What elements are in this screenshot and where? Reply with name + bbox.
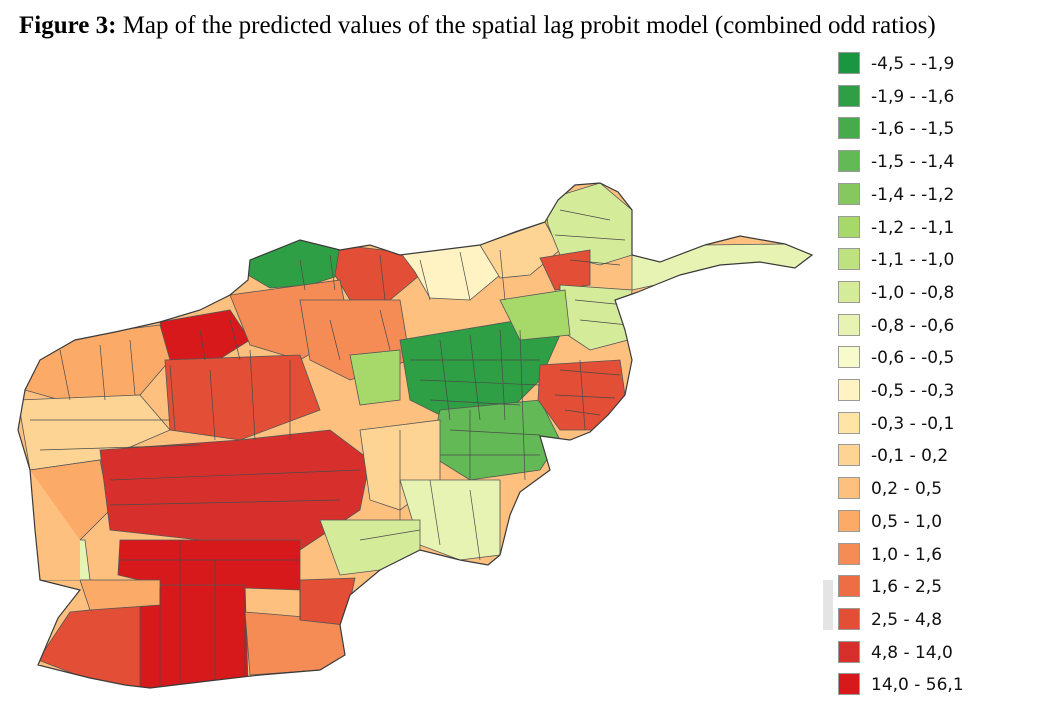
legend-label: 1,0 - 1,6 (871, 545, 943, 565)
country-fill-group (18, 183, 812, 688)
legend-label: -1,4 - -1,2 (871, 185, 955, 205)
legend-label: -0,6 - -0,5 (871, 348, 955, 368)
legend-swatch (838, 117, 860, 139)
figure-caption: Map of the predicted values of the spati… (116, 12, 936, 39)
legend-swatch (838, 346, 860, 368)
district-boundaries (30, 209, 629, 688)
region-south-central-red (99, 429, 371, 551)
legend-swatch (838, 248, 860, 270)
legend-item: -0,5 - -0,3 (838, 379, 1048, 403)
legend-item: -1,9 - -1,6 (838, 85, 1048, 109)
legend-label: 14,0 - 56,1 (871, 675, 964, 695)
legend-item: -4,5 - -1,9 (838, 52, 1048, 76)
legend-swatch (838, 543, 860, 565)
legend-swatch (838, 641, 860, 663)
region-kandahar-east (299, 577, 356, 626)
legend-swatch (838, 52, 860, 74)
legend-label: -1,2 - -1,1 (871, 218, 955, 238)
legend-item: -0,6 - -0,5 (838, 346, 1048, 370)
legend-item: 0,5 - 1,0 (838, 510, 1048, 534)
region-east-green-light (499, 289, 571, 341)
legend-item: -1,4 - -1,2 (838, 183, 1048, 207)
region-central-west (164, 354, 321, 441)
legend-label: 1,6 - 2,5 (871, 577, 943, 597)
legend-item: -1,6 - -1,5 (838, 117, 1048, 141)
region-northeast-green (544, 183, 633, 266)
legend-item: 4,8 - 14,0 (838, 641, 1048, 665)
legend-label: -1,6 - -1,5 (871, 119, 955, 139)
legend-swatch (838, 575, 860, 597)
legend-item: -1,5 - -1,4 (838, 150, 1048, 174)
legend-label: 0,5 - 1,0 (871, 512, 943, 532)
legend-swatch (838, 673, 860, 695)
region-farah-orange (30, 470, 80, 580)
legend-swatch (838, 281, 860, 303)
scroll-edge-marker (823, 580, 833, 630)
legend-swatch (838, 314, 860, 336)
legend-label: -1,9 - -1,6 (871, 87, 955, 107)
figure-label: Figure 3: (19, 12, 117, 39)
legend-item: 1,6 - 2,5 (838, 575, 1048, 599)
legend-label: 0,2 - 0,5 (871, 479, 943, 499)
legend-swatch (838, 150, 860, 172)
legend-swatch (838, 216, 860, 238)
legend-swatch (838, 444, 860, 466)
region-west-light (18, 394, 171, 471)
region-badakhshan-red (539, 249, 591, 291)
legend-item: 0,2 - 0,5 (838, 477, 1048, 501)
country-outline (17, 182, 814, 689)
legend-item: 1,0 - 1,6 (838, 543, 1048, 567)
legend-label: 4,8 - 14,0 (871, 643, 953, 663)
legend-label: -0,5 - -0,3 (871, 381, 955, 401)
legend-label: -0,8 - -0,6 (871, 316, 955, 336)
legend-item: -1,2 - -1,1 (838, 216, 1048, 240)
legend-item: 2,5 - 4,8 (838, 608, 1048, 632)
legend-item: -0,1 - 0,2 (838, 444, 1048, 468)
legend-item: -0,3 - -0,1 (838, 412, 1048, 436)
legend-item: -1,0 - -0,8 (838, 281, 1048, 305)
legend-label: -1,5 - -1,4 (871, 152, 955, 172)
legend-label: -1,0 - -0,8 (871, 283, 955, 303)
figure-title: Figure 3: Map of the predicted values of… (19, 10, 1049, 42)
legend-swatch (838, 510, 860, 532)
legend-swatch (838, 379, 860, 401)
legend-label: -4,5 - -1,9 (871, 54, 955, 74)
legend-label: -0,3 - -0,1 (871, 414, 955, 434)
legend-label: -1,1 - -1,0 (871, 250, 955, 270)
legend-item: -0,8 - -0,6 (838, 314, 1048, 338)
legend-item: -1,1 - -1,0 (838, 248, 1048, 272)
legend-label: 2,5 - 4,8 (871, 610, 943, 630)
region-central-green (349, 349, 401, 406)
legend-label: -0,1 - 0,2 (871, 446, 949, 466)
legend-swatch (838, 477, 860, 499)
legend-swatch (838, 412, 860, 434)
legend-swatch (838, 85, 860, 107)
legend-item: 14,0 - 56,1 (838, 673, 1048, 697)
legend-swatch (838, 608, 860, 630)
legend-swatch (838, 183, 860, 205)
region-south-orange (79, 579, 161, 611)
